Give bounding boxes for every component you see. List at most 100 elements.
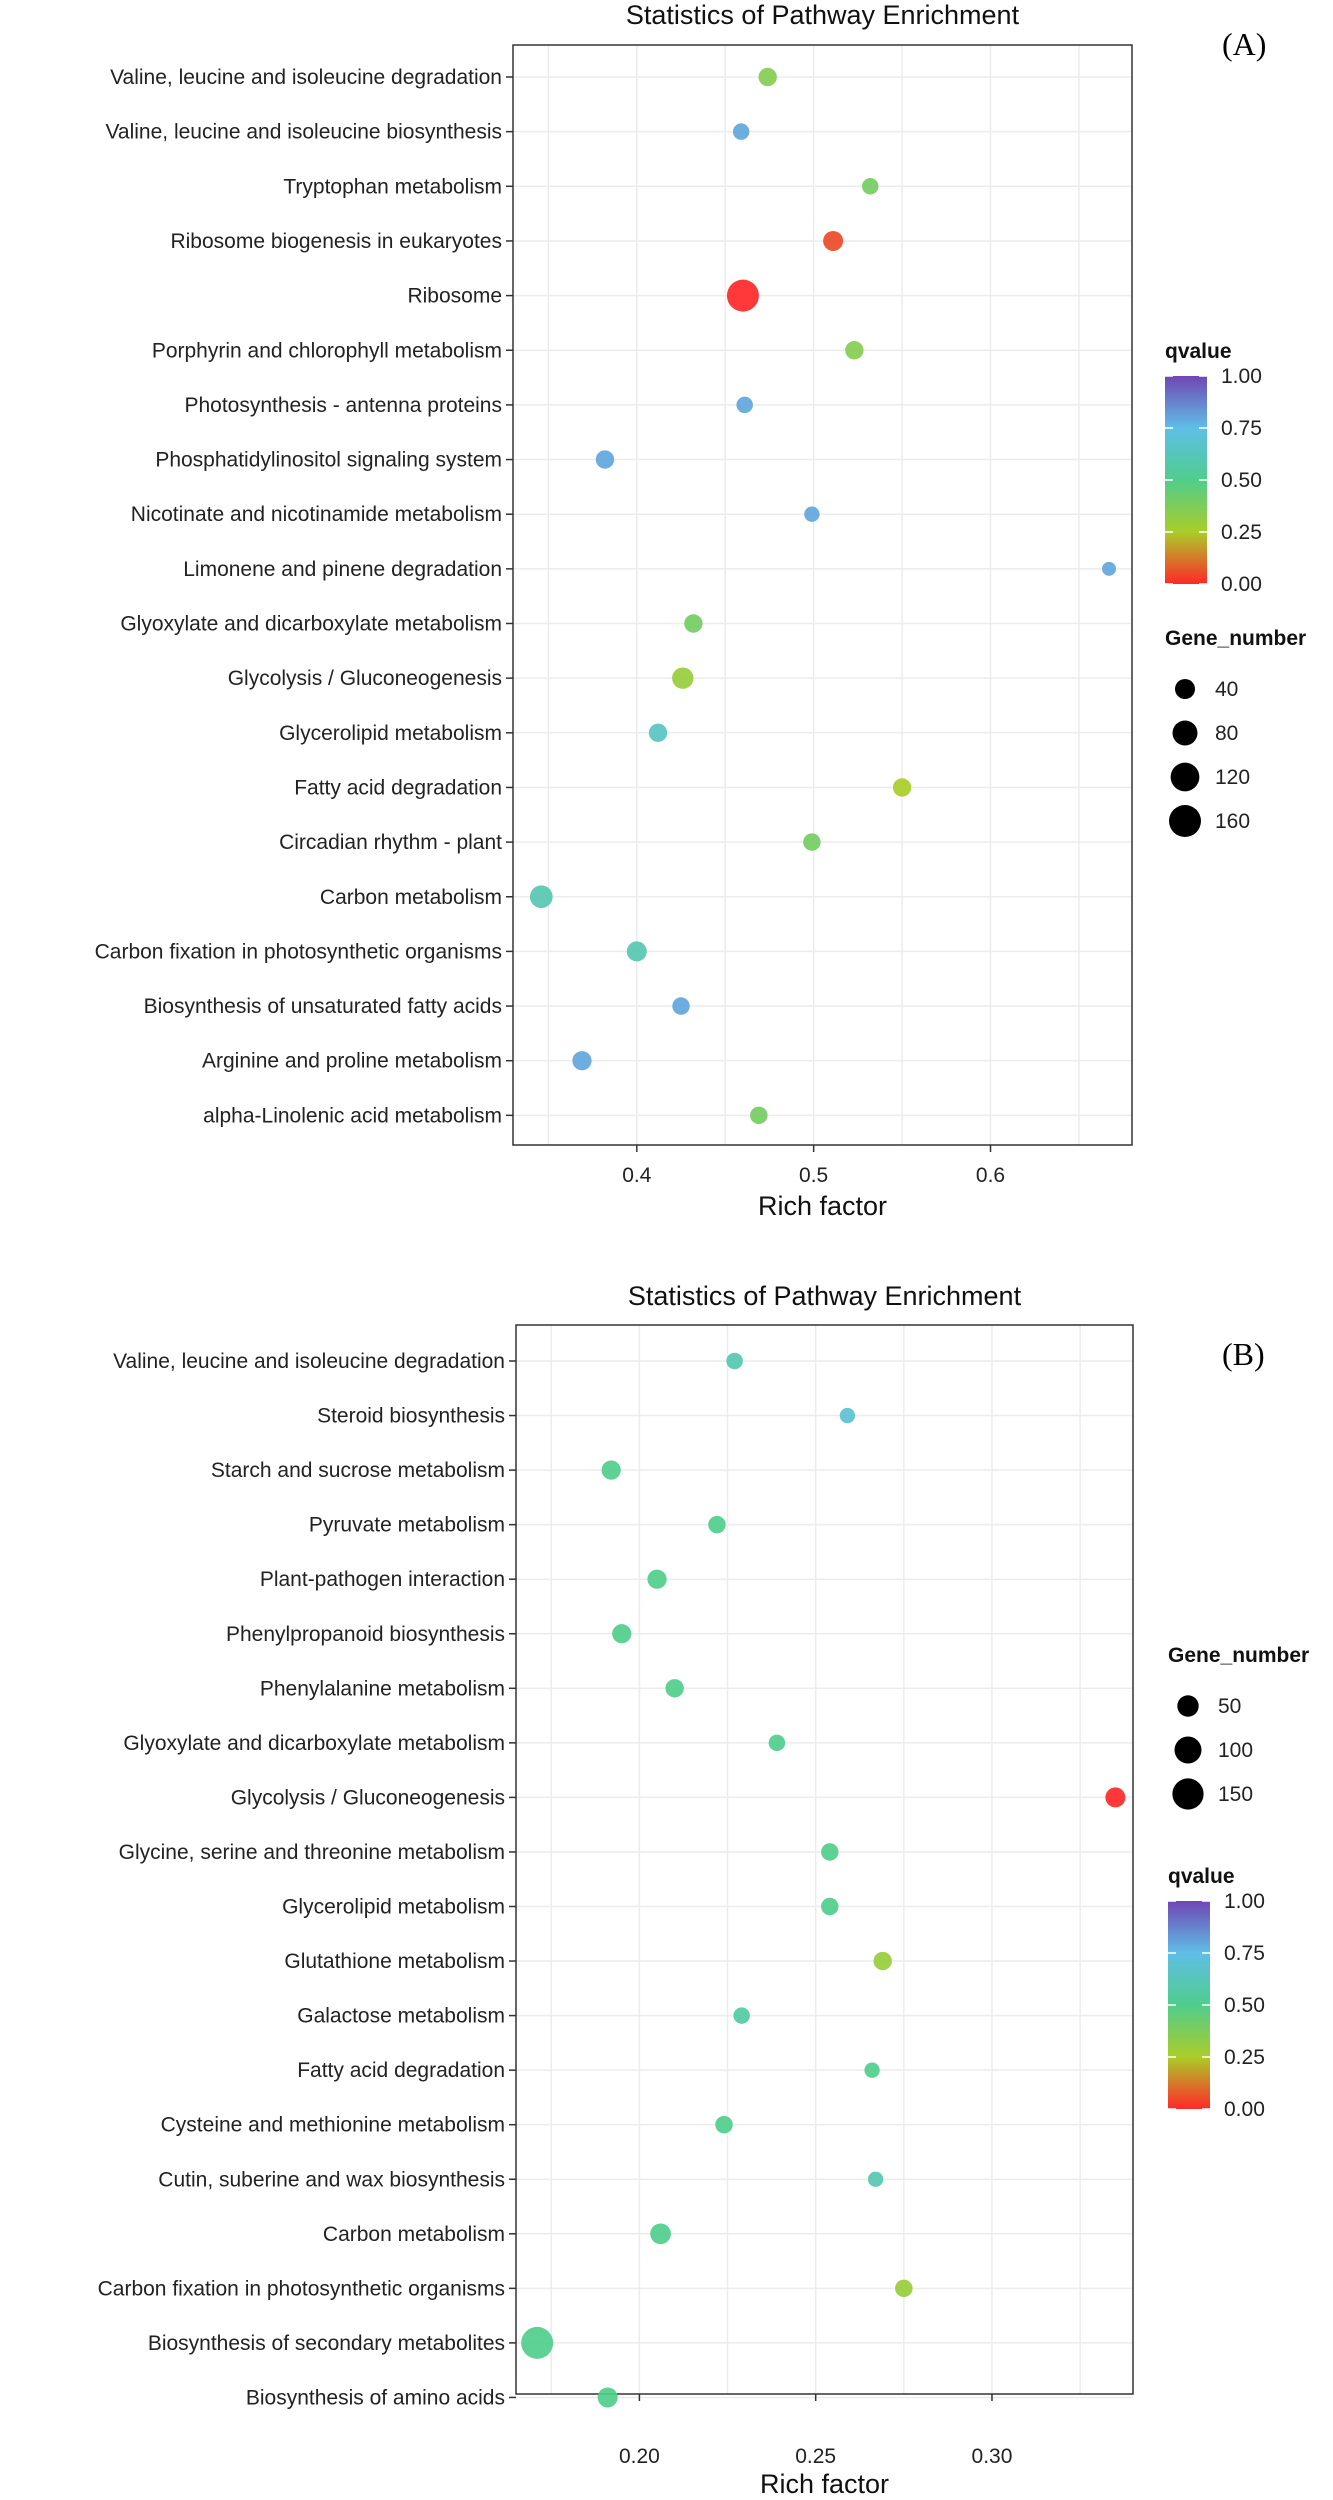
data-point-a — [572, 1051, 592, 1071]
y-tick-label-b: Carbon fixation in photosynthetic organi… — [98, 2277, 505, 2300]
y-tick-label-a: Nicotinate and nicotinamide metabolism — [131, 503, 502, 526]
gene-number-legend-dot-a — [1172, 720, 1198, 746]
y-tick-label-a: Glycolysis / Gluconeogenesis — [228, 667, 502, 690]
data-point-b — [612, 1624, 632, 1644]
y-tick-label-a: Arginine and proline metabolism — [202, 1050, 502, 1073]
y-tick-label-b: Glycolysis / Gluconeogenesis — [231, 1786, 505, 1809]
y-tick-label-a: Biosynthesis of unsaturated fatty acids — [144, 995, 502, 1018]
y-tick-label-b: Steroid biosynthesis — [317, 1405, 505, 1428]
plot-frame-a — [512, 44, 1133, 1146]
data-point-a — [672, 997, 690, 1015]
data-point-b — [873, 1951, 892, 1971]
y-tick-label-a: Phosphatidylinositol signaling system — [155, 449, 502, 472]
data-point-a — [672, 667, 694, 689]
y-tick-label-a: Circadian rhythm - plant — [279, 831, 502, 854]
gene-number-legend-dot-b — [1172, 1778, 1204, 1810]
y-tick-label-b: Plant-pathogen interaction — [260, 1568, 505, 1591]
data-point-a — [804, 506, 820, 522]
y-tick-label-b: Cysteine and methionine metabolism — [161, 2114, 505, 2137]
data-point-b — [867, 2171, 884, 2187]
data-point-a — [1102, 561, 1117, 576]
y-tick-label-b: Glycerolipid metabolism — [282, 1896, 505, 1919]
enrichment-chart-a: Statistics of Pathway Enrichment Valine, … — [95, 0, 1307, 1221]
data-point-a — [803, 833, 821, 851]
gene-number-legend-label-b: 150 — [1218, 1783, 1253, 1806]
y-tick-label-a: Ribosome biogenesis in eukaryotes — [170, 230, 502, 253]
gene-number-legend-dot-b — [1174, 1736, 1202, 1764]
gene-number-legend-label-a: 40 — [1215, 678, 1238, 701]
data-point-a — [595, 450, 615, 469]
y-tick-label-b: Fatty acid degradation — [297, 2059, 505, 2082]
panel-label-b: (B) — [1222, 1336, 1265, 1372]
qvalue-legend-label-a: 1.00 — [1221, 365, 1262, 388]
plot-frame-b — [515, 1324, 1134, 2395]
x-tick-label-a: 0.4 — [622, 1164, 652, 1187]
y-tick-label-b: Glutathione metabolism — [284, 1950, 505, 1973]
y-tick-label-b: Phenylpropanoid biosynthesis — [226, 1623, 505, 1646]
data-point-b — [665, 1679, 684, 1698]
data-point-b — [895, 2279, 913, 2298]
x-tick-label-a: 0.6 — [976, 1164, 1005, 1187]
y-tick-label-b: Starch and sucrose metabolism — [211, 1459, 505, 1482]
data-point-b — [650, 2223, 671, 2245]
qvalue-legend-label-b: 0.75 — [1224, 1942, 1265, 1965]
data-point-b — [864, 2062, 880, 2078]
gene-number-legend-dot-a — [1169, 805, 1201, 837]
data-point-a — [892, 778, 912, 797]
y-tick-label-a: alpha-Linolenic acid metabolism — [203, 1104, 502, 1127]
data-point-a — [684, 614, 703, 633]
x-axis-label-a: Rich factor — [758, 1191, 887, 1221]
data-point-b — [708, 1515, 726, 1534]
gene-number-legend-label-b: 100 — [1218, 1739, 1253, 1762]
data-point-b — [601, 1460, 621, 1480]
y-tick-label-a: Ribosome — [407, 285, 502, 308]
y-tick-label-b: Phenylalanine metabolism — [260, 1677, 505, 1700]
x-tick-label-a: 0.5 — [799, 1164, 828, 1187]
plot-area-b — [516, 1325, 1133, 2394]
y-tick-label-a: Limonene and pinene degradation — [183, 558, 502, 581]
y-tick-label-b: Glycine, serine and threonine metabolism — [119, 1841, 505, 1864]
y-tick-label-a: Carbon fixation in photosynthetic organi… — [95, 940, 502, 963]
qvalue-legend-title-a: qvalue — [1165, 340, 1232, 363]
x-tick-label-b: 0.25 — [795, 2445, 836, 2468]
data-point-a — [845, 341, 864, 360]
data-point-b — [821, 1897, 839, 1916]
y-tick-label-b: Galactose metabolism — [297, 2005, 505, 2028]
x-axis-label-b: Rich factor — [760, 2469, 889, 2499]
data-point-b — [1105, 1787, 1126, 1808]
y-tick-label-b: Biosynthesis of secondary metabolites — [148, 2332, 505, 2355]
chart-panel-b: Statistics of Pathway Enrichment Valine, … — [0, 1250, 1333, 2500]
gene-number-legend-title-b: Gene_number — [1168, 1644, 1309, 1667]
chart-title-a: Statistics of Pathway Enrichment — [626, 0, 1020, 30]
plot-area-a — [513, 45, 1132, 1145]
y-tick-label-b: Pyruvate metabolism — [309, 1514, 505, 1537]
data-point-b — [521, 2326, 554, 2359]
data-point-b — [733, 2007, 750, 2024]
gene-number-legend-title-a: Gene_number — [1165, 627, 1306, 650]
data-point-b — [647, 1569, 667, 1589]
enrichment-chart-b: Statistics of Pathway Enrichment Valine, … — [98, 1281, 1310, 2499]
y-tick-label-b: Biosynthesis of amino acids — [246, 2386, 505, 2409]
gene-number-legend-label-a: 80 — [1215, 722, 1238, 745]
qvalue-legend-label-b: 0.50 — [1224, 1994, 1265, 2017]
data-point-a — [862, 178, 879, 195]
qvalue-legend-label-b: 1.00 — [1224, 1890, 1265, 1913]
data-point-a — [758, 67, 777, 87]
x-tick-label-b: 0.20 — [619, 2445, 660, 2468]
gene-number-legend-label-b: 50 — [1218, 1695, 1241, 1718]
chart-title-b: Statistics of Pathway Enrichment — [628, 1281, 1022, 1311]
data-point-a — [529, 885, 553, 909]
x-tick-label-b: 0.30 — [972, 2445, 1013, 2468]
y-tick-label-a: Glycerolipid metabolism — [279, 722, 502, 745]
data-point-b — [839, 1407, 856, 1424]
data-point-b — [821, 1843, 839, 1861]
gene-number-legend-dot-a — [1175, 679, 1195, 699]
y-tick-label-a: Carbon metabolism — [320, 886, 502, 909]
y-tick-label-a: Valine, leucine and isoleucine degradati… — [110, 66, 502, 89]
data-point-a — [626, 941, 647, 962]
data-point-b — [715, 2115, 733, 2134]
chart-panel-a: Statistics of Pathway Enrichment Valine, … — [95, 0, 1307, 1221]
qvalue-legend-label-a: 0.75 — [1221, 417, 1262, 440]
y-tick-label-a: Fatty acid degradation — [294, 776, 502, 799]
qvalue-legend-label-a: 0.25 — [1221, 521, 1262, 544]
